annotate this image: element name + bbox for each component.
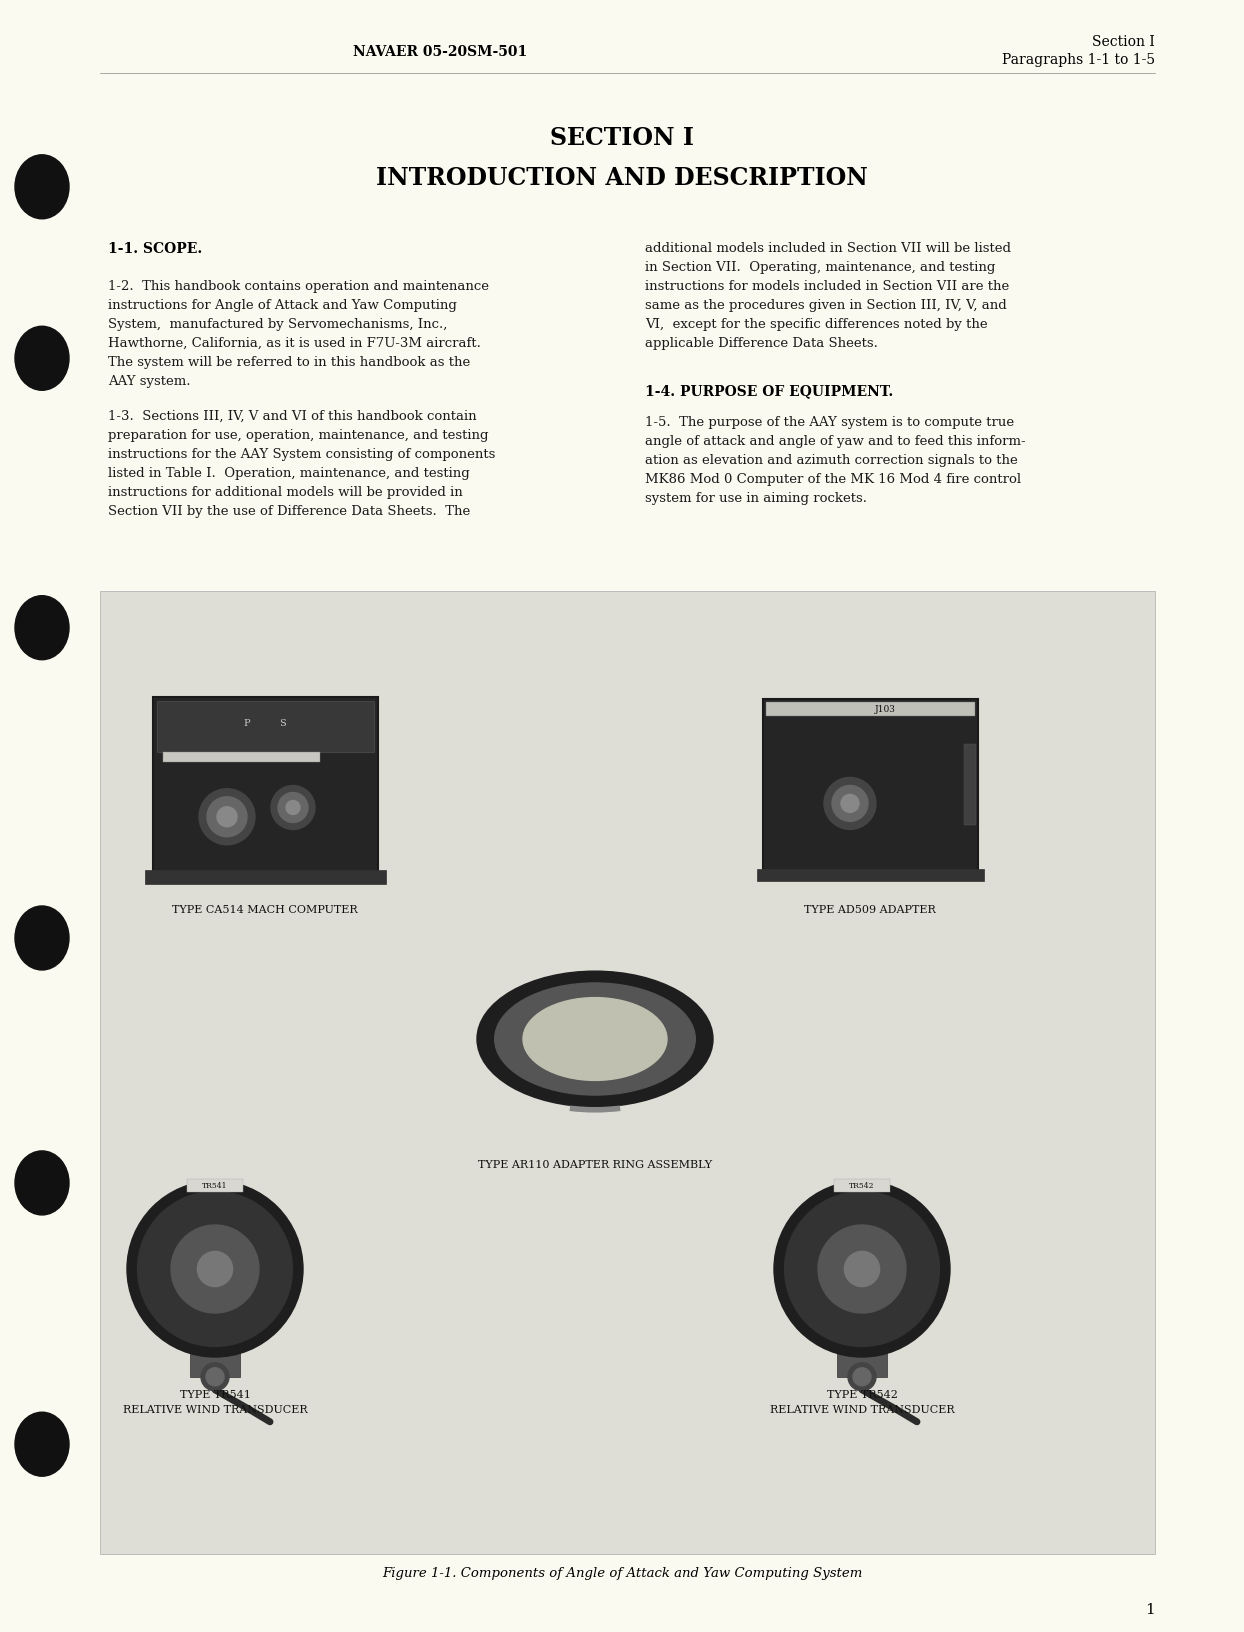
Text: 1-1. SCOPE.: 1-1. SCOPE.	[108, 242, 203, 256]
Ellipse shape	[127, 1182, 304, 1358]
Bar	[153, 697, 377, 881]
Ellipse shape	[207, 1368, 224, 1386]
Text: in Section VII.  Operating, maintenance, and testing: in Section VII. Operating, maintenance, …	[644, 261, 995, 274]
Text: J103: J103	[875, 705, 896, 715]
Bar	[190, 1322, 240, 1377]
Ellipse shape	[832, 787, 868, 823]
Text: system for use in aiming rockets.: system for use in aiming rockets.	[644, 491, 867, 504]
Text: Section VII by the use of Difference Data Sheets.  The: Section VII by the use of Difference Dat…	[108, 504, 470, 517]
Text: Figure 1-1. Components of Angle of Attack and Yaw Computing System: Figure 1-1. Components of Angle of Attac…	[382, 1567, 862, 1580]
Bar	[756, 870, 984, 881]
Text: additional models included in Section VII will be listed: additional models included in Section VI…	[644, 242, 1011, 255]
Ellipse shape	[853, 1368, 871, 1386]
Text: TR542: TR542	[850, 1182, 875, 1190]
Ellipse shape	[848, 1363, 876, 1390]
Text: applicable Difference Data Sheets.: applicable Difference Data Sheets.	[644, 336, 878, 349]
Text: instructions for models included in Section VII are the: instructions for models included in Sect…	[644, 279, 1009, 292]
Text: TYPE TR542: TYPE TR542	[826, 1389, 897, 1399]
Bar	[765, 702, 974, 716]
Text: TYPE AD509 ADAPTER: TYPE AD509 ADAPTER	[804, 904, 935, 914]
Ellipse shape	[286, 801, 300, 814]
Text: TYPE CA514 MACH COMPUTER: TYPE CA514 MACH COMPUTER	[172, 904, 358, 914]
Ellipse shape	[824, 778, 876, 831]
Text: TR541: TR541	[203, 1182, 228, 1190]
Text: 1-2.  This handbook contains operation and maintenance: 1-2. This handbook contains operation an…	[108, 279, 489, 292]
Text: AAY system.: AAY system.	[108, 375, 190, 388]
Ellipse shape	[476, 971, 713, 1106]
Ellipse shape	[15, 906, 68, 971]
Ellipse shape	[170, 1226, 259, 1314]
Ellipse shape	[15, 155, 68, 220]
Ellipse shape	[15, 1412, 68, 1477]
Text: same as the procedures given in Section III, IV, V, and: same as the procedures given in Section …	[644, 299, 1006, 312]
Bar	[833, 1180, 889, 1193]
Text: ation as elevation and azimuth correction signals to the: ation as elevation and azimuth correctio…	[644, 454, 1018, 467]
Text: RELATIVE WIND TRANSDUCER: RELATIVE WIND TRANSDUCER	[770, 1404, 954, 1415]
Ellipse shape	[198, 1252, 233, 1286]
Ellipse shape	[216, 808, 238, 827]
Text: instructions for Angle of Attack and Yaw Computing: instructions for Angle of Attack and Yaw…	[108, 299, 457, 312]
Text: 1-4. PURPOSE OF EQUIPMENT.: 1-4. PURPOSE OF EQUIPMENT.	[644, 384, 893, 398]
Ellipse shape	[199, 790, 255, 845]
Text: angle of attack and angle of yaw and to feed this inform-: angle of attack and angle of yaw and to …	[644, 434, 1025, 447]
Text: TYPE AR110 ADAPTER RING ASSEMBLY: TYPE AR110 ADAPTER RING ASSEMBLY	[478, 1159, 712, 1169]
Ellipse shape	[495, 984, 695, 1095]
Text: instructions for additional models will be provided in: instructions for additional models will …	[108, 486, 463, 499]
Text: SECTION I: SECTION I	[550, 126, 694, 150]
Bar	[964, 744, 975, 826]
Bar	[187, 1180, 243, 1193]
Ellipse shape	[785, 1191, 939, 1346]
Bar	[157, 702, 373, 752]
Ellipse shape	[522, 999, 667, 1080]
Ellipse shape	[277, 793, 309, 823]
Ellipse shape	[15, 1151, 68, 1216]
Text: 1: 1	[1146, 1603, 1154, 1616]
Bar	[163, 752, 320, 762]
Text: P: P	[244, 718, 250, 728]
Text: The system will be referred to in this handbook as the: The system will be referred to in this h…	[108, 356, 470, 369]
Text: RELATIVE WIND TRANSDUCER: RELATIVE WIND TRANSDUCER	[123, 1404, 307, 1415]
Bar	[144, 870, 386, 885]
Ellipse shape	[15, 596, 68, 661]
Bar	[100, 592, 1154, 1554]
Bar	[837, 1322, 887, 1377]
Ellipse shape	[207, 798, 248, 837]
Text: System,  manufactured by Servomechanisms, Inc.,: System, manufactured by Servomechanisms,…	[108, 318, 448, 331]
Text: Section I: Section I	[1092, 34, 1154, 49]
Text: S: S	[280, 718, 286, 728]
Text: VI,  except for the specific differences noted by the: VI, except for the specific differences …	[644, 318, 988, 331]
Text: INTRODUCTION AND DESCRIPTION: INTRODUCTION AND DESCRIPTION	[376, 166, 868, 189]
Ellipse shape	[819, 1226, 906, 1314]
Text: listed in Table I.  Operation, maintenance, and testing: listed in Table I. Operation, maintenanc…	[108, 467, 470, 480]
Text: 1-3.  Sections III, IV, V and VI of this handbook contain: 1-3. Sections III, IV, V and VI of this …	[108, 410, 476, 423]
Ellipse shape	[15, 326, 68, 392]
Text: MK86 Mod 0 Computer of the MK 16 Mod 4 fire control: MK86 Mod 0 Computer of the MK 16 Mod 4 f…	[644, 473, 1021, 486]
Ellipse shape	[202, 1363, 229, 1390]
Text: preparation for use, operation, maintenance, and testing: preparation for use, operation, maintena…	[108, 429, 489, 442]
Text: instructions for the AAY System consisting of components: instructions for the AAY System consisti…	[108, 447, 495, 460]
Ellipse shape	[841, 795, 860, 813]
Text: Paragraphs 1-1 to 1-5: Paragraphs 1-1 to 1-5	[1001, 52, 1154, 67]
Ellipse shape	[774, 1182, 950, 1358]
Text: NAVAER 05-20SM-501: NAVAER 05-20SM-501	[353, 46, 527, 59]
Text: Hawthorne, California, as it is used in F7U-3M aircraft.: Hawthorne, California, as it is used in …	[108, 336, 481, 349]
Ellipse shape	[271, 787, 315, 831]
Ellipse shape	[138, 1191, 292, 1346]
Ellipse shape	[845, 1252, 880, 1286]
Text: 1-5.  The purpose of the AAY system is to compute true: 1-5. The purpose of the AAY system is to…	[644, 416, 1014, 429]
Bar	[763, 700, 978, 880]
Text: TYPE TR541: TYPE TR541	[179, 1389, 250, 1399]
